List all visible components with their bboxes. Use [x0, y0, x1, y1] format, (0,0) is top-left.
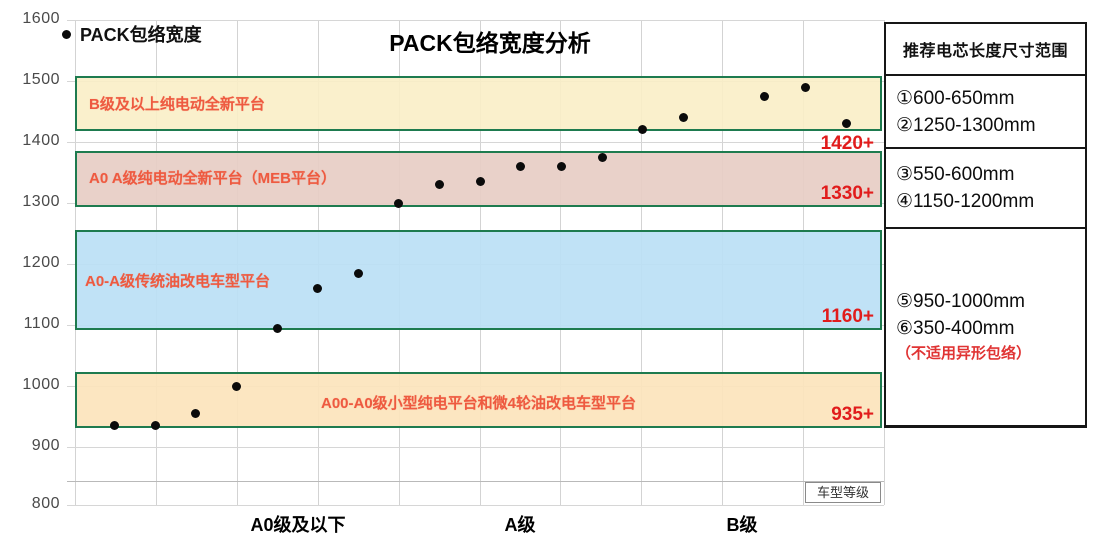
panel-row-meb: ③550-600mm ④1150-1200mm	[886, 149, 1085, 229]
scatter-point	[394, 198, 404, 208]
y-tick-label: 1300	[22, 193, 60, 210]
y-tick-label: 1500	[22, 71, 60, 88]
size-range-3: ③550-600mm	[896, 164, 1015, 185]
recommendation-panel: 推荐电芯长度尺寸范围 ①600-650mm ②1250-1300mm ③550-…	[884, 22, 1087, 428]
y-tick-label: 1000	[22, 376, 60, 393]
y-tick-label: 1100	[23, 315, 60, 332]
y-tick-label: 1200	[22, 254, 60, 271]
y-tick-label: 1400	[22, 132, 60, 149]
panel-row-small: ⑤950-1000mm ⑥350-400mm （不适用异形包络）	[886, 229, 1085, 425]
scatter-point	[353, 268, 363, 278]
scatter-point	[760, 91, 770, 101]
band-label: A0 A级纯电动全新平台（MEB平台）	[89, 170, 336, 187]
series-marker-icon	[62, 30, 71, 39]
scatter-point	[638, 125, 648, 135]
band-label: A00-A0级小型纯电平台和微4轮油改电车型平台	[320, 395, 637, 412]
scatter-point	[313, 283, 323, 293]
chart-title: PACK包络宽度分析	[389, 30, 591, 56]
y-tick-label: 800	[31, 495, 60, 512]
panel-header: 推荐电芯长度尺寸范围	[886, 24, 1085, 76]
scatter-point	[678, 113, 688, 123]
size-range-5: ⑤950-1000mm	[896, 291, 1025, 312]
scatter-point	[110, 421, 119, 431]
platform-band: A0-A级传统油改电车型平台	[75, 230, 882, 330]
scatter-point	[597, 152, 607, 162]
scatter-point	[516, 161, 526, 171]
h-gridline	[67, 142, 884, 143]
h-gridline	[67, 505, 884, 506]
band-min-label: 935+	[831, 404, 874, 425]
size-range-4: ④1150-1200mm	[896, 191, 1035, 212]
scatter-point	[191, 408, 201, 418]
y-tick-label: 900	[31, 437, 60, 454]
h-gridline	[67, 20, 884, 21]
platform-band: A00-A0级小型纯电平台和微4轮油改电车型平台	[75, 372, 882, 428]
scatter-point	[557, 161, 567, 171]
band-label: A0-A级传统油改电车型平台	[85, 273, 271, 290]
scatter-point	[150, 421, 160, 431]
size-range-6: ⑥350-400mm	[896, 318, 1015, 339]
scatter-point	[841, 119, 851, 129]
scatter-point	[231, 381, 241, 391]
scatter-point	[800, 82, 810, 92]
band-min-label: 1160+	[821, 306, 874, 327]
y-tick-label: 1600	[22, 10, 60, 27]
x-category-b-class: B级	[726, 515, 758, 535]
band-label: B级及以上纯电动全新平台	[89, 96, 265, 113]
h-gridline	[67, 447, 884, 448]
scatter-point	[272, 323, 282, 333]
x-axis-title: 车型等级	[805, 482, 881, 503]
scatter-point	[475, 177, 485, 187]
panel-note: （不适用异形包络）	[896, 345, 1032, 362]
scatter-point	[435, 180, 445, 190]
panel-row-b-class: ①600-650mm ②1250-1300mm	[886, 76, 1085, 149]
size-range-2: ②1250-1300mm	[896, 114, 1036, 136]
x-category-a-class: A级	[504, 515, 536, 535]
h-gridline	[67, 481, 884, 482]
band-min-label: 1330+	[820, 183, 874, 204]
platform-band: B级及以上纯电动全新平台	[75, 76, 882, 131]
band-min-label: 1420+	[820, 133, 874, 154]
size-range-1: ①600-650mm	[896, 87, 1015, 109]
x-category-a0-and-below: A0级及以下	[250, 515, 346, 535]
legend-label: PACK包络宽度	[80, 25, 202, 45]
